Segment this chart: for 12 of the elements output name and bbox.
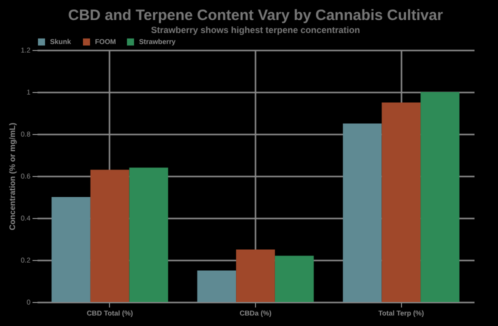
bar — [52, 197, 90, 302]
y-axis-title: Concentration (% or mg/mL) — [8, 122, 17, 230]
bar — [129, 168, 168, 302]
bar — [197, 270, 236, 302]
chart-title: CBD and Terpene Content Vary by Cannabis Cultivar — [68, 7, 444, 24]
bar — [420, 92, 460, 302]
bar — [90, 170, 130, 302]
chart-subtitle: Strawberry shows highest terpene concentration — [150, 25, 360, 35]
bar — [342, 124, 382, 302]
bar — [274, 256, 314, 302]
bar — [382, 102, 421, 302]
bar — [236, 250, 275, 302]
